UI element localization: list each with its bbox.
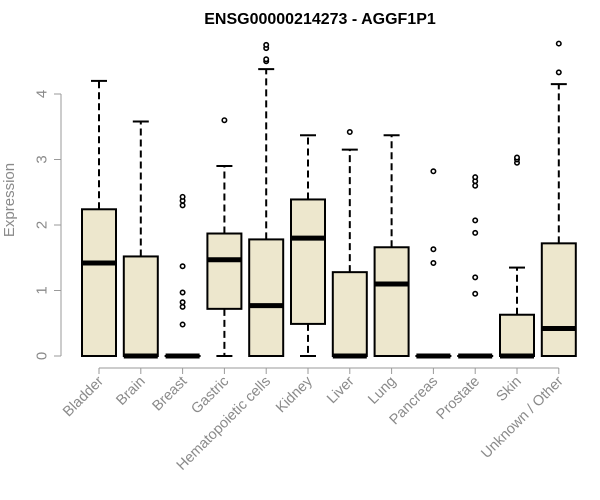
outlier-point (472, 229, 479, 236)
box-iqr (499, 313, 535, 357)
outlier-point (179, 321, 186, 328)
outlier-point (221, 117, 228, 124)
outlier-point (430, 168, 437, 175)
outlier-point (179, 263, 186, 270)
outlier-point (346, 128, 353, 135)
y-tick-label: 2 (34, 221, 51, 229)
box-iqr (248, 238, 285, 357)
box-unknown-other (540, 40, 577, 357)
outlier-point (430, 259, 437, 266)
x-tick-label: Brain (113, 374, 148, 409)
box-breast (164, 193, 201, 359)
box-iqr (331, 271, 368, 357)
outlier-point (263, 41, 270, 48)
outlier-point (472, 174, 479, 181)
box-brain (122, 120, 159, 359)
x-tick-label: Breast (149, 374, 190, 415)
outlier-point (555, 40, 562, 47)
box-bladder (81, 79, 117, 357)
box-iqr (540, 242, 577, 357)
x-tick-label: Bladder (60, 373, 107, 420)
x-tick-label: Lung (365, 374, 399, 408)
y-axis-label: Expression (1, 163, 18, 237)
outlier-point (555, 69, 562, 76)
outlier-point (179, 303, 186, 310)
outlier-point (472, 182, 479, 189)
chart-title: ENSG00000214273 - AGGF1P1 (204, 11, 436, 28)
x-tick-label: Kidney (273, 373, 316, 416)
box-iqr (373, 246, 410, 358)
box-iqr (290, 198, 326, 325)
y-tick-label: 1 (34, 286, 51, 294)
outlier-point (472, 274, 479, 281)
outlier-point (179, 299, 186, 306)
box-iqr (81, 208, 117, 357)
outlier-point (179, 289, 186, 296)
outlier-point (179, 202, 186, 209)
box-kidney (290, 134, 326, 357)
box-iqr (122, 255, 159, 357)
outlier-point (472, 290, 479, 297)
box-iqr (206, 232, 243, 310)
box-pancreas (415, 168, 452, 359)
outlier-point (263, 56, 270, 63)
y-tick-label: 3 (34, 155, 51, 163)
y-axis: 0 1 2 3 4 (34, 90, 62, 360)
outlier-point (513, 154, 520, 161)
box-lung (373, 134, 410, 358)
y-tick-label: 0 (34, 352, 51, 360)
box-prostate (457, 174, 494, 359)
box-gastric (206, 117, 243, 357)
outlier-point (472, 217, 479, 224)
y-tick-label: 4 (34, 90, 51, 98)
x-tick-label: Liver (324, 373, 358, 407)
outlier-point (430, 246, 437, 253)
outlier-point (179, 193, 186, 200)
x-tick-label: Skin (494, 374, 525, 405)
x-tick-label: Prostate (434, 374, 483, 423)
box-series (81, 40, 577, 359)
box-liver (331, 128, 368, 359)
box-skin (499, 154, 535, 359)
box-hematopoietic-cells (248, 41, 285, 357)
